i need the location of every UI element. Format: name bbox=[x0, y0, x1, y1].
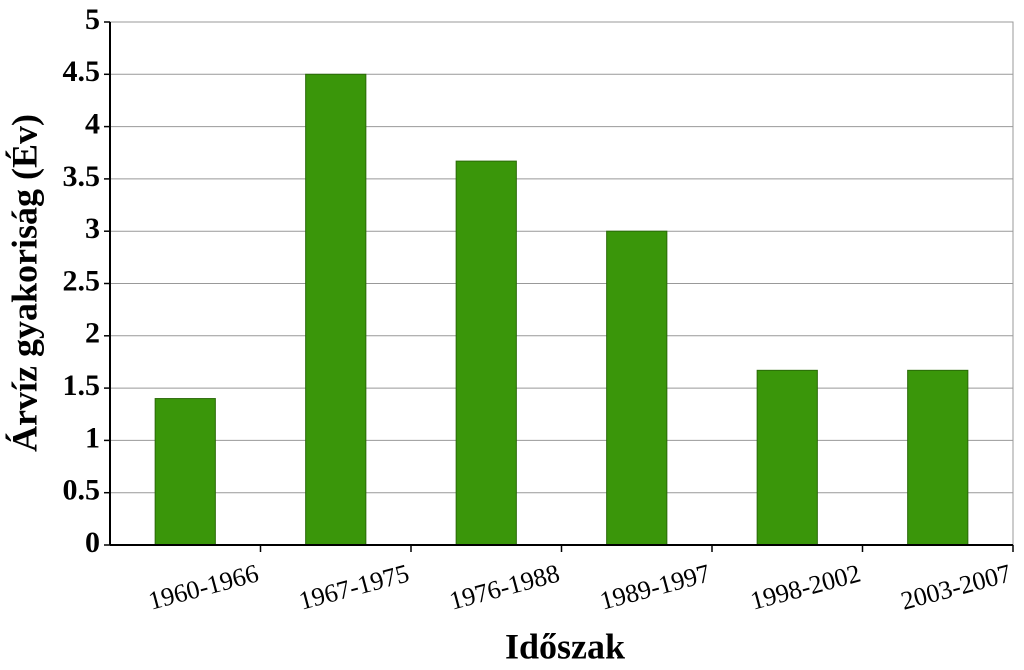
bar bbox=[154, 398, 216, 546]
bar bbox=[455, 160, 517, 546]
y-tick-label: 2.5 bbox=[63, 264, 101, 297]
y-tick-label: 3 bbox=[85, 212, 100, 245]
y-tick-label: 0.5 bbox=[63, 474, 101, 507]
y-tick-label: 1 bbox=[85, 421, 100, 454]
x-tick-label: 1976-1988 bbox=[446, 559, 562, 616]
bar bbox=[756, 369, 818, 546]
y-axis-title: Árvíz gyakoriság (Év) bbox=[4, 114, 44, 452]
bar bbox=[606, 230, 668, 546]
x-tick-label: 2003-2007 bbox=[898, 559, 1014, 616]
x-tick-label: 1989-1997 bbox=[597, 559, 713, 616]
y-tick-label: 4.5 bbox=[63, 55, 101, 88]
y-tick-label: 5 bbox=[85, 3, 100, 36]
x-tick-label: 1960-1966 bbox=[145, 559, 261, 616]
bar bbox=[305, 73, 367, 546]
x-tick-label: 1998-2002 bbox=[747, 559, 863, 616]
y-tick-label: 3.5 bbox=[63, 160, 101, 193]
bar bbox=[907, 369, 969, 546]
x-axis-title: Időszak bbox=[505, 626, 625, 666]
y-tick-label: 2 bbox=[85, 317, 100, 350]
x-tick-label: 1967-1975 bbox=[296, 559, 412, 616]
y-tick-label: 0 bbox=[85, 526, 100, 559]
y-tick-label: 4 bbox=[85, 107, 100, 140]
y-tick-label: 1.5 bbox=[63, 369, 101, 402]
